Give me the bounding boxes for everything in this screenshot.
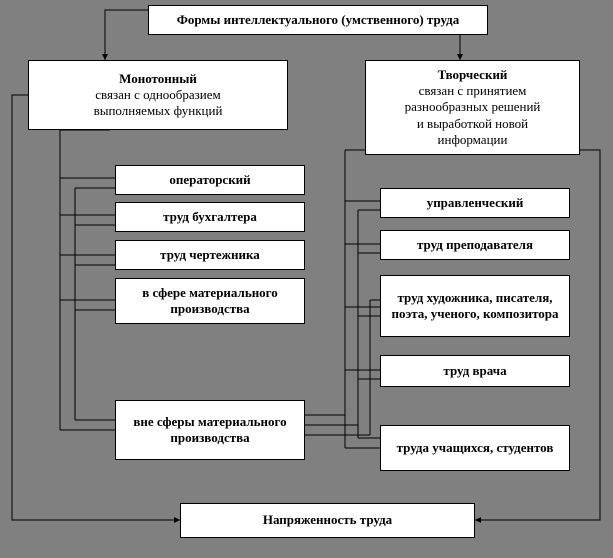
branch-head-line: и выработкой новой	[405, 116, 541, 132]
right-item-label: труд врача	[443, 363, 506, 379]
left-item: труд бухгалтера	[115, 202, 305, 232]
branch-head-bold: Монотонный	[94, 71, 223, 87]
footer-node: Напряженность труда	[180, 503, 475, 538]
branch-head-line: связан с принятием	[405, 83, 541, 99]
branch-head-monotonous: Монотонный связан с однообразием выполня…	[28, 60, 288, 130]
root-label: Формы интеллектуального (умственного) тр…	[177, 12, 460, 28]
root-node: Формы интеллектуального (умственного) тр…	[148, 5, 488, 35]
branch-head-line: разнообразных решений	[405, 99, 541, 115]
branch-head-creative: Творческий связан с принятием разнообраз…	[365, 60, 580, 155]
left-item: труд чертежника	[115, 240, 305, 270]
branch-head-line: информации	[405, 132, 541, 148]
right-item-label: труда учащихся, студентов	[397, 440, 554, 456]
branch-head-line: связан с однообразием	[94, 87, 223, 103]
left-item-label: операторский	[169, 172, 250, 188]
right-item-label: труд художника, писателя, поэта, ученого…	[387, 290, 563, 323]
right-item: управленческий	[380, 188, 570, 218]
left-item-label: в сфере материального производства	[122, 285, 298, 318]
right-item-label: управленческий	[427, 195, 524, 211]
left-item: вне сферы материального производства	[115, 400, 305, 460]
left-item-label: труд бухгалтера	[163, 209, 257, 225]
right-item: труд преподавателя	[380, 230, 570, 260]
footer-label: Напряженность труда	[263, 512, 392, 528]
right-item: труд врача	[380, 355, 570, 387]
diagram-canvas: Формы интеллектуального (умственного) тр…	[0, 0, 613, 558]
left-item-label: труд чертежника	[160, 247, 260, 263]
right-item-label: труд преподавателя	[417, 237, 533, 253]
left-item: операторский	[115, 165, 305, 195]
branch-head-line: выполняемых функций	[94, 103, 223, 119]
branch-head-bold: Творческий	[405, 67, 541, 83]
left-item: в сфере материального производства	[115, 278, 305, 324]
right-item: труда учащихся, студентов	[380, 425, 570, 471]
right-item: труд художника, писателя, поэта, ученого…	[380, 275, 570, 337]
left-item-label: вне сферы материального производства	[122, 414, 298, 447]
